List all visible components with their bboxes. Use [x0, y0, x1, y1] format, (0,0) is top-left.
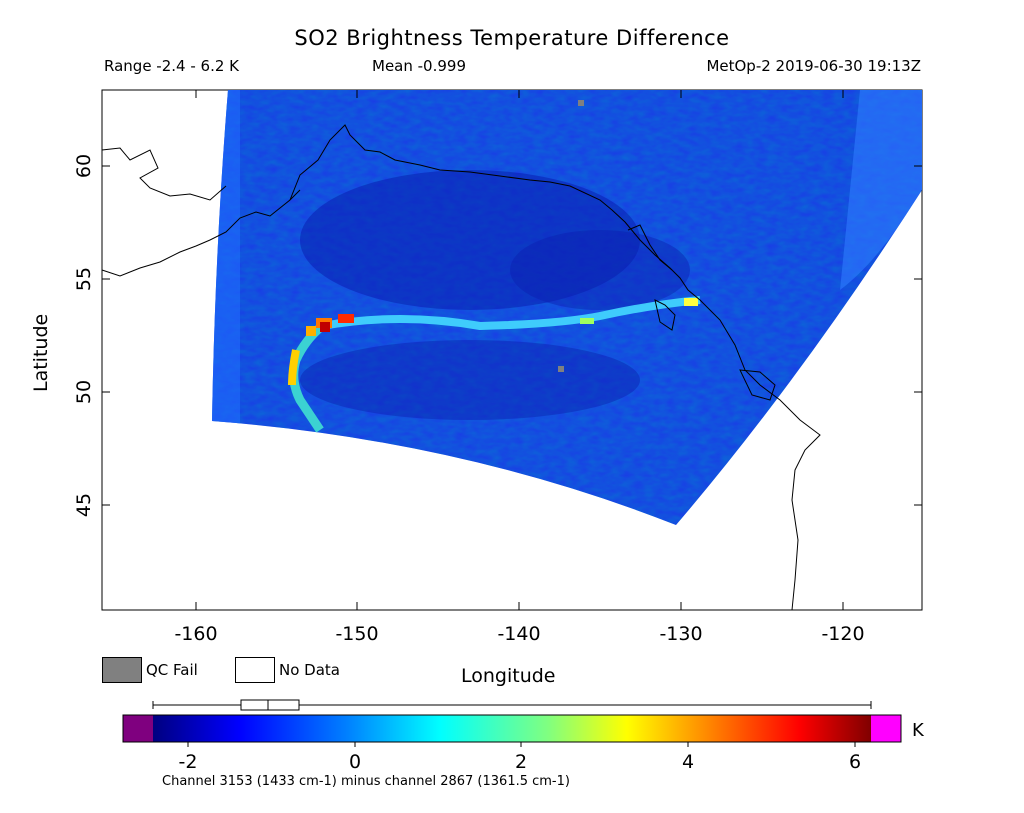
colorbar-caption: Channel 3153 (1433 cm-1) minus channel 2… — [162, 774, 570, 789]
y-tick-labels: 45 50 55 60 — [73, 154, 95, 517]
coastlines — [101, 124, 821, 611]
colorbar-tick-label: 0 — [349, 751, 361, 773]
x-tick-label: -160 — [174, 623, 217, 645]
y-tick-label: 60 — [73, 154, 95, 178]
y-tick-label: 50 — [73, 380, 95, 404]
no-data-swatch — [235, 657, 275, 683]
colorbar-ticks — [187, 742, 856, 747]
x-tick-label: -150 — [335, 623, 378, 645]
colorbar-gradient-bar — [153, 715, 871, 742]
range-label: Range -2.4 - 6.2 K — [104, 57, 239, 75]
axis-ticks — [102, 90, 922, 610]
colorbar-tick-label: -2 — [179, 751, 198, 773]
chart-title: SO2 Brightness Temperature Difference — [294, 26, 730, 50]
colorbar-tick-labels: -2 0 2 4 6 — [179, 751, 862, 773]
colorbar-tick-label: 4 — [682, 751, 694, 773]
colorbar-tick-label: 2 — [515, 751, 527, 773]
x-axis-label: Longitude — [461, 665, 556, 687]
satellite-time-label: MetOp-2 2019-06-30 19:13Z — [706, 57, 921, 75]
y-tick-label: 45 — [73, 493, 95, 517]
y-tick-label: 55 — [73, 267, 95, 291]
colorbar-over — [871, 715, 901, 742]
colorbar-frame — [122, 714, 902, 743]
qc-fail-swatch — [102, 657, 142, 683]
y-axis-label: Latitude — [30, 313, 52, 392]
colorbar-unit: K — [912, 720, 924, 741]
mean-label: Mean -0.999 — [372, 57, 466, 75]
colorbar-tick-label: 6 — [849, 751, 861, 773]
x-tick-label: -140 — [497, 623, 540, 645]
no-data-label: No Data — [279, 661, 340, 679]
x-tick-label: -120 — [821, 623, 864, 645]
qc-fail-label: QC Fail — [146, 661, 198, 679]
x-tick-label: -130 — [659, 623, 702, 645]
boxplot-box — [240, 699, 300, 711]
distribution-boxplot — [152, 699, 872, 711]
x-tick-labels: -160 -150 -140 -130 -120 — [174, 623, 864, 645]
colorbar-under — [123, 715, 153, 742]
